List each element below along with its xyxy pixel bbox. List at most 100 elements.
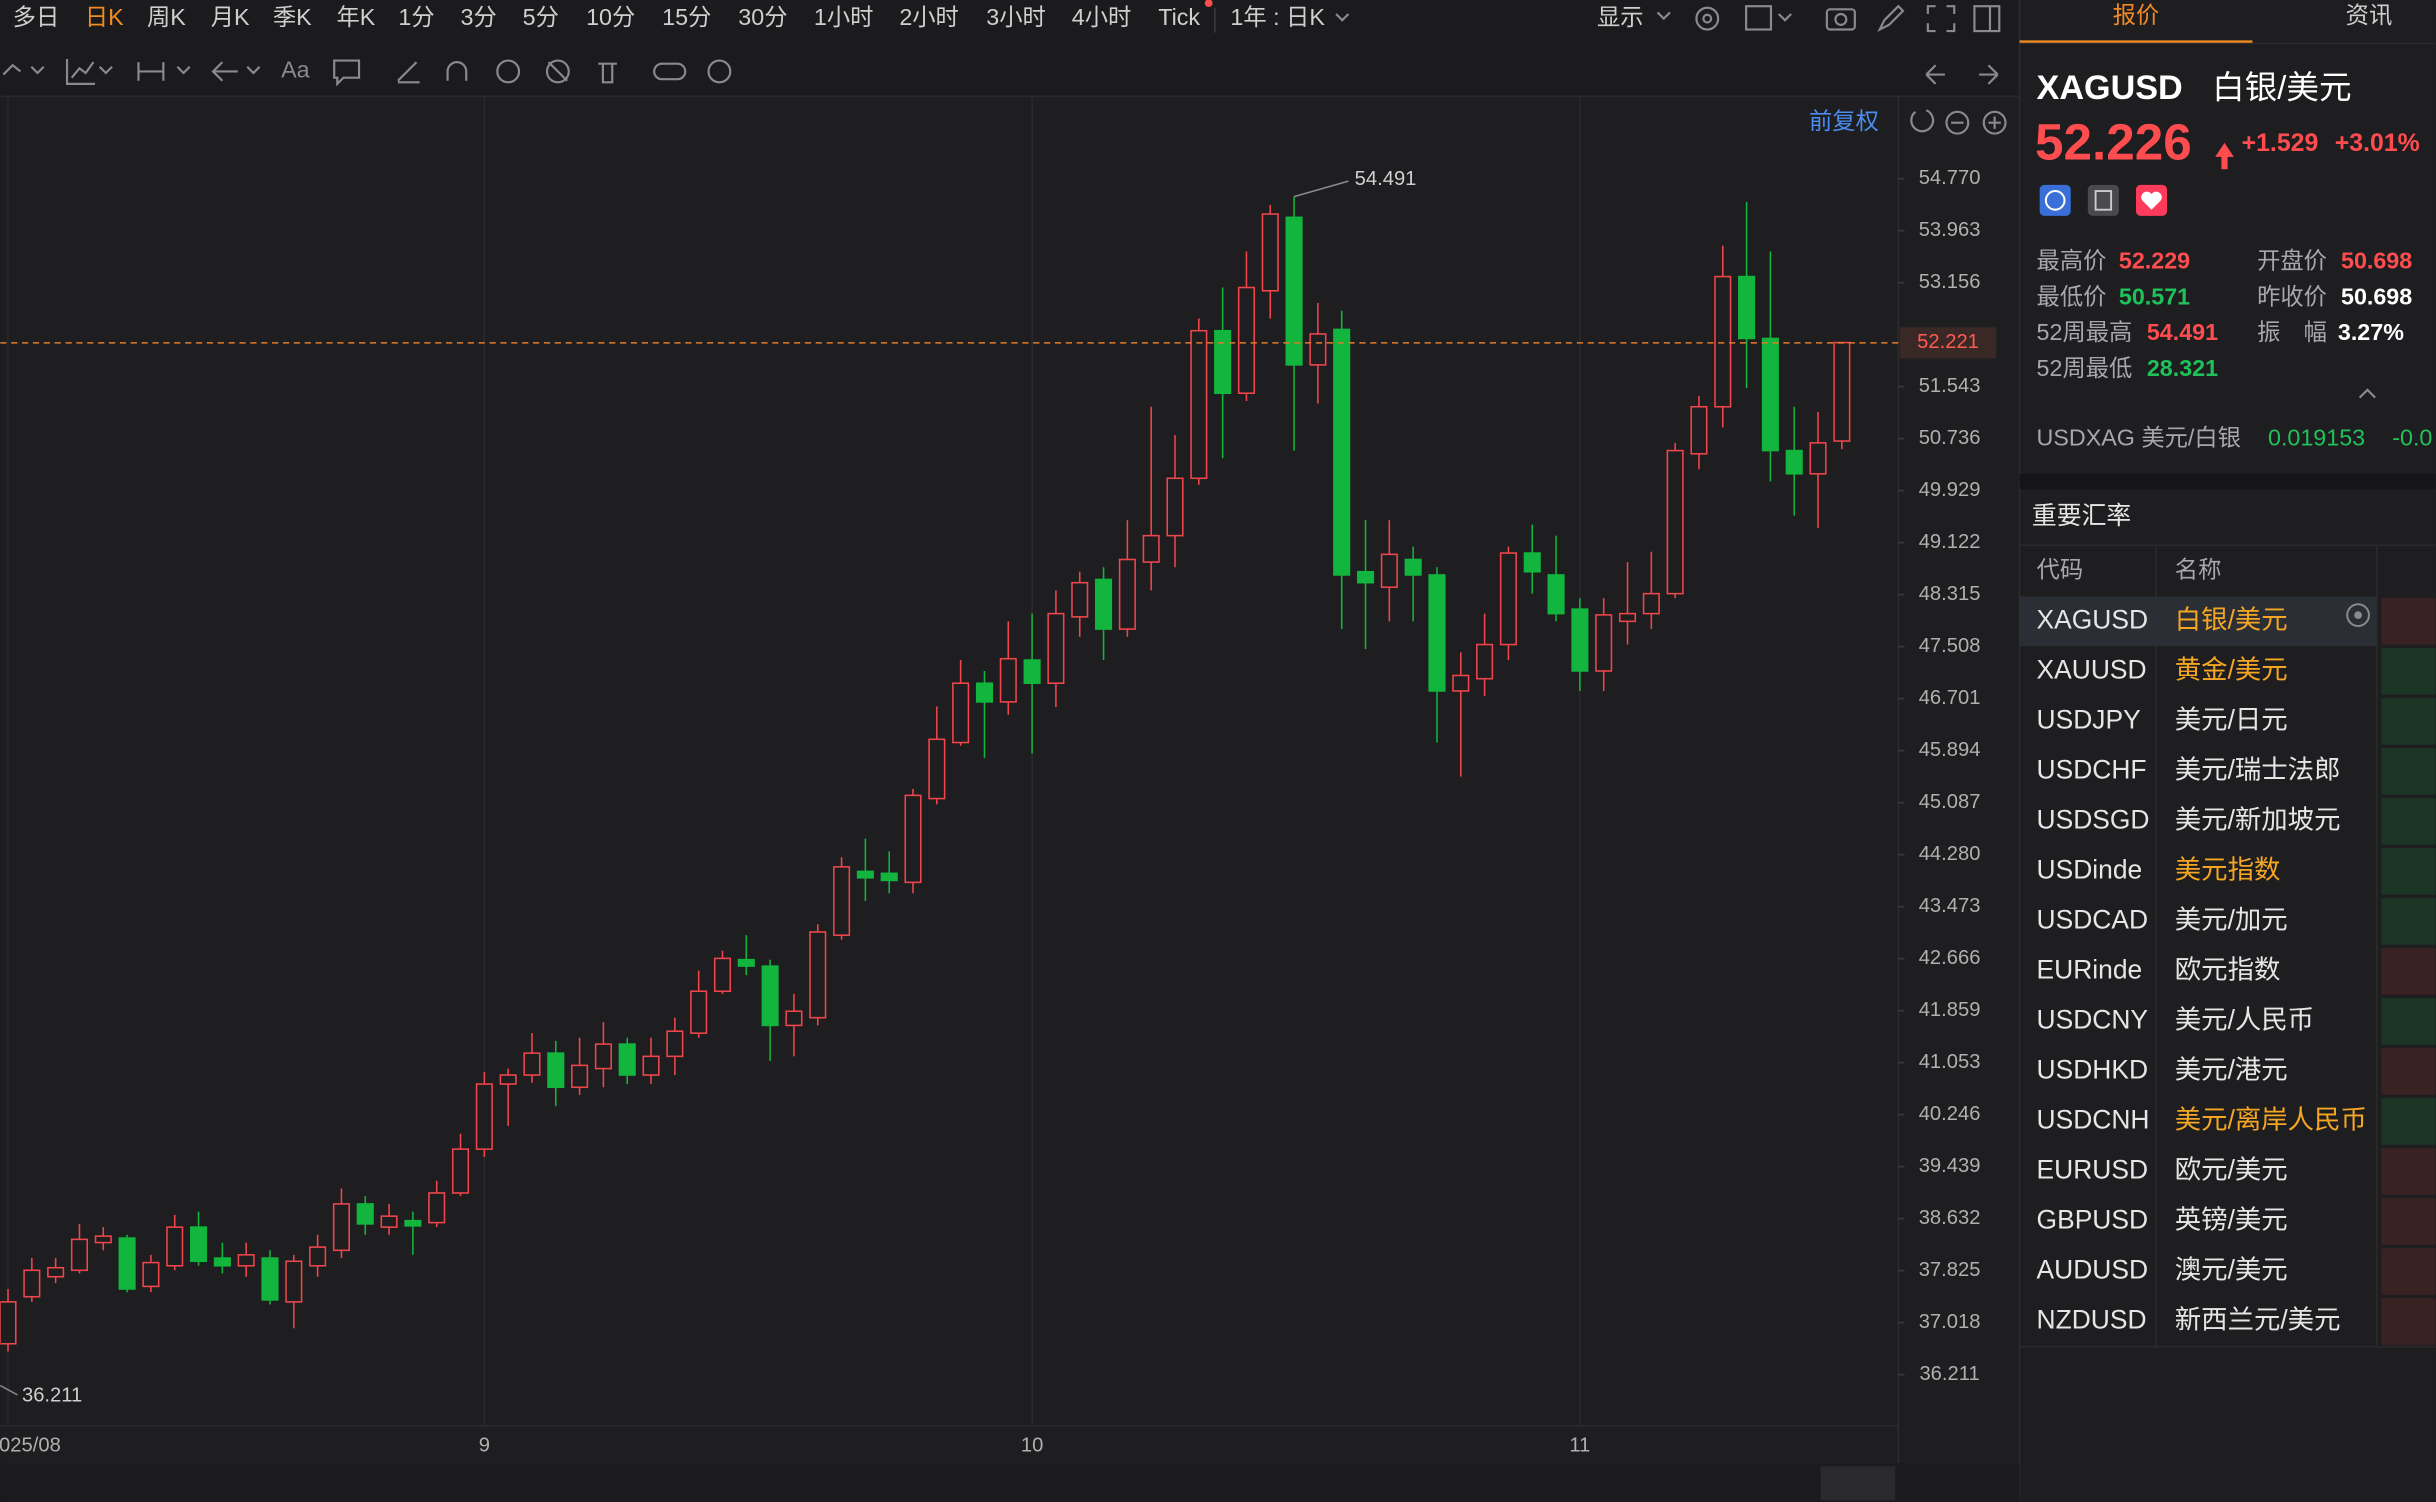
pen-icon[interactable] xyxy=(1877,4,1905,32)
scrollbar[interactable] xyxy=(0,1463,2020,1502)
delete-tool[interactable] xyxy=(598,62,617,84)
ruler-tool[interactable] xyxy=(397,61,420,84)
settings-icon[interactable] xyxy=(1695,6,1720,31)
rate-name[interactable]: 美元指数 xyxy=(2175,854,2281,884)
rate-code[interactable]: USDCAD xyxy=(2037,904,2148,934)
rate-code[interactable]: USDHKD xyxy=(2037,1054,2148,1084)
reset-icon[interactable] xyxy=(1910,109,1935,133)
panel-icon[interactable] xyxy=(1973,5,2001,33)
badge xyxy=(1204,0,1213,7)
period-tab[interactable]: 月K xyxy=(211,4,250,30)
rate-name[interactable]: 美元/新加坡元 xyxy=(2175,804,2341,834)
rate-code[interactable]: NZDUSD xyxy=(2037,1304,2147,1334)
rate-code[interactable]: EURinde xyxy=(2037,954,2143,984)
candle-body xyxy=(975,682,994,703)
candle-body xyxy=(1809,442,1827,475)
chevron[interactable] xyxy=(1777,13,1792,22)
period-tab[interactable]: 多日 xyxy=(13,4,60,30)
side-tab[interactable]: 资讯 xyxy=(2346,2,2393,28)
candle-body xyxy=(166,1226,184,1267)
period-tab[interactable]: 周K xyxy=(147,4,186,30)
camera-icon[interactable] xyxy=(1825,8,1856,31)
display-select[interactable]: 显示 xyxy=(1597,4,1644,30)
period-tab[interactable]: 2小时 xyxy=(899,4,959,30)
chevron[interactable] xyxy=(1656,11,1671,21)
rate-code[interactable]: USDJPY xyxy=(2037,704,2142,734)
rate-name[interactable]: 澳元/美元 xyxy=(2175,1254,2288,1284)
period-tab[interactable]: 3分 xyxy=(461,4,497,30)
chevron xyxy=(1335,13,1350,22)
range-select[interactable]: 1年 : 日K xyxy=(1230,4,1325,30)
rate-code[interactable]: XAUUSD xyxy=(2037,654,2147,684)
rate-name[interactable]: 新西兰元/美元 xyxy=(2175,1304,2341,1334)
rate-code[interactable]: USDCNH xyxy=(2037,1104,2150,1134)
change-pct: +3.01% xyxy=(2335,130,2420,157)
candle-body xyxy=(737,958,755,967)
back-tool[interactable] xyxy=(211,61,261,82)
indicator-tool[interactable] xyxy=(65,59,113,85)
link-tool[interactable] xyxy=(653,62,687,81)
fullscreen-icon[interactable] xyxy=(1926,5,1956,33)
candle-body xyxy=(1380,553,1398,588)
candle-body xyxy=(642,1055,660,1076)
rate-name[interactable]: 美元/港元 xyxy=(2175,1054,2288,1084)
row-highlight[interactable] xyxy=(2019,596,2377,647)
adjust-mode[interactable]: 前复权 xyxy=(1809,108,1879,134)
zoom-out[interactable] xyxy=(1945,110,1970,135)
rate-name[interactable]: 白银/美元 xyxy=(2175,604,2288,634)
candle-body xyxy=(1261,213,1279,292)
period-tab[interactable]: 30分 xyxy=(738,4,787,30)
lock-tool[interactable] xyxy=(496,59,521,84)
x-tick-label: 9 xyxy=(479,1434,490,1456)
rate-name[interactable]: 黄金/美元 xyxy=(2175,654,2288,684)
period-tab[interactable]: 4小时 xyxy=(1072,4,1132,30)
rate-code[interactable]: AUDUSD xyxy=(2037,1254,2148,1284)
period-tab[interactable]: 5分 xyxy=(523,4,559,30)
rate-code[interactable]: USDCHF xyxy=(2037,754,2147,784)
comment-tool[interactable] xyxy=(333,59,361,87)
scroll-thumb[interactable] xyxy=(1820,1466,1896,1501)
text-tool[interactable]: Aa xyxy=(281,57,310,83)
line-tool[interactable] xyxy=(2,63,45,76)
period-tab[interactable]: 1小时 xyxy=(814,4,874,30)
rate-name[interactable]: 美元/离岸人民币 xyxy=(2175,1104,2367,1134)
period-tab[interactable]: 日K xyxy=(85,4,124,30)
layout-icon[interactable] xyxy=(1745,5,1773,31)
side-tab[interactable]: 报价 xyxy=(2113,2,2160,28)
period-tab[interactable]: 15分 xyxy=(662,4,711,30)
web-icon[interactable] xyxy=(2039,184,2071,216)
rate-code[interactable]: USDCNY xyxy=(2037,1004,2149,1034)
period-tab[interactable]: 3小时 xyxy=(986,4,1046,30)
magnet-tool[interactable] xyxy=(446,61,468,81)
rate-name[interactable]: 美元/日元 xyxy=(2175,704,2288,734)
rate-name[interactable]: 美元/瑞士法郎 xyxy=(2175,754,2341,784)
stat-label: 52周最高 xyxy=(2037,319,2133,345)
rate-code[interactable]: EURUSD xyxy=(2037,1154,2148,1184)
collapse[interactable] xyxy=(2358,388,2376,399)
period-tab[interactable]: Tick xyxy=(1158,4,1200,30)
rate-name[interactable]: 欧元指数 xyxy=(2175,954,2281,984)
rate-name[interactable]: 英镑/美元 xyxy=(2175,1204,2288,1234)
rate-code[interactable]: XAGUSD xyxy=(2037,604,2148,634)
tool-settings[interactable] xyxy=(707,59,732,84)
rate-code[interactable]: GBPUSD xyxy=(2037,1204,2148,1234)
period-tab[interactable]: 年K xyxy=(337,4,376,30)
rate-name[interactable]: 美元/人民币 xyxy=(2175,1004,2314,1034)
zoom-in[interactable] xyxy=(1982,110,2007,135)
measure-tool[interactable] xyxy=(137,62,191,81)
y-tick-label: 44.280 xyxy=(1919,843,1981,865)
rate-code[interactable]: USDSGD xyxy=(2037,804,2150,834)
rate-code[interactable]: USDinde xyxy=(2037,854,2143,884)
period-tab[interactable]: 季K xyxy=(273,4,312,30)
rate-name[interactable]: 美元/加元 xyxy=(2175,904,2288,934)
redo[interactable] xyxy=(1979,64,1999,85)
hide-tool[interactable] xyxy=(545,59,570,84)
settings-icon-core xyxy=(1702,13,1713,24)
period-tab[interactable]: 10分 xyxy=(586,4,635,30)
undo[interactable] xyxy=(1925,64,1945,85)
period-tab[interactable]: 1分 xyxy=(398,4,434,30)
note-icon[interactable] xyxy=(2087,184,2119,216)
watch-icon[interactable] xyxy=(2346,603,2370,627)
rate-name[interactable]: 欧元/美元 xyxy=(2175,1154,2288,1184)
y-tick-label: 40.246 xyxy=(1919,1103,1981,1125)
